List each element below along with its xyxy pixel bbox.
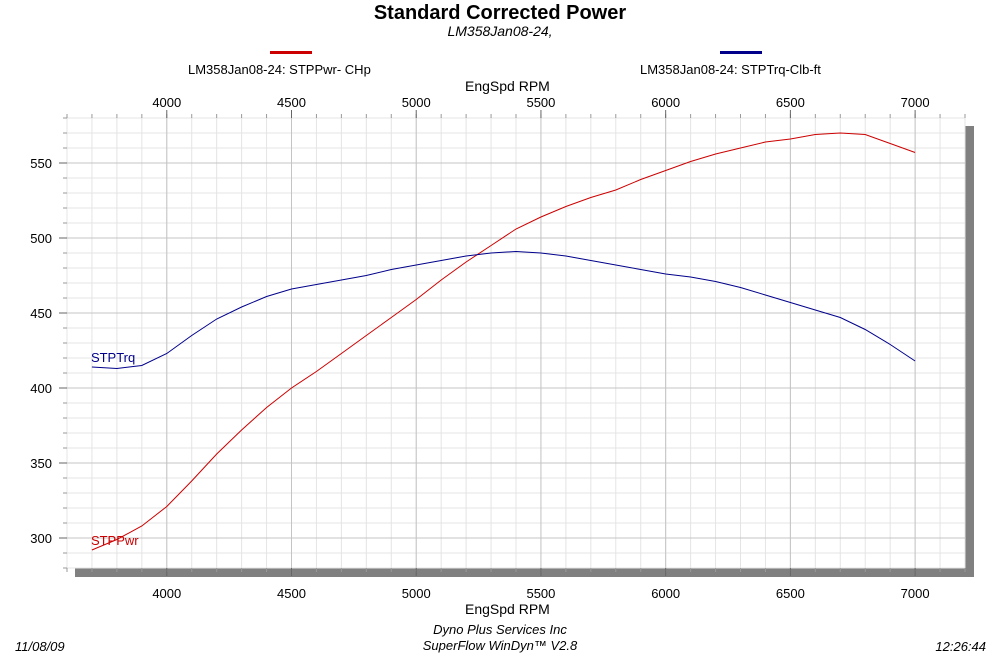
- series-labels: STPPwr STPTrq: [91, 350, 139, 548]
- x-tick-label-bottom: 6500: [776, 586, 805, 601]
- y-tick-label: 350: [30, 456, 52, 471]
- series-line-stptrq: [91, 250, 916, 370]
- x-tick-label-top: 4500: [277, 95, 306, 110]
- grid-major: [67, 118, 965, 568]
- legend-label-power: LM358Jan08-24: STPPwr- CHp: [188, 62, 371, 77]
- y-tick-label: 400: [30, 381, 52, 396]
- y-tick-label: 300: [30, 531, 52, 546]
- footer-software: SuperFlow WinDyn™ V2.8: [422, 638, 578, 653]
- x-tick-label-bottom: 6000: [651, 586, 680, 601]
- legend-swatch-power: [270, 51, 312, 54]
- chart-subtitle: LM358Jan08-24,: [447, 23, 553, 39]
- tick-labels: 4000 4000 4500 4500 5000 5000 5500 5500 6000 6000…: [30, 95, 929, 601]
- series-label-stptrq: STPTrq: [91, 350, 135, 365]
- y-tick-label: 500: [30, 231, 52, 246]
- y-tick-label: 550: [30, 156, 52, 171]
- x-axis-title-bottom: EngSpd RPM: [465, 601, 550, 617]
- plot-shadow-right: [965, 126, 974, 577]
- x-tick-label-top: 6500: [776, 95, 805, 110]
- x-tick-label-bottom: 5500: [526, 586, 555, 601]
- legend-swatch-torque: [720, 51, 762, 54]
- x-axis-title-top: EngSpd RPM: [465, 78, 550, 94]
- x-tick-label-top: 7000: [901, 95, 930, 110]
- footer-date: 11/08/09: [15, 639, 65, 654]
- series-lines: [91, 132, 916, 551]
- x-tick-label-bottom: 5000: [402, 586, 431, 601]
- y-tick-label: 450: [30, 306, 52, 321]
- x-tick-label-bottom: 4500: [277, 586, 306, 601]
- legend-label-torque: LM358Jan08-24: STPTrq-Clb-ft: [640, 62, 821, 77]
- footer-time: 12:26:44: [935, 639, 986, 654]
- series-line-stppwr: [91, 132, 916, 551]
- x-tick-label-bottom: 7000: [901, 586, 930, 601]
- x-tick-label-top: 6000: [651, 95, 680, 110]
- chart-title: Standard Corrected Power: [373, 2, 627, 24]
- x-tick-label-top: 5500: [526, 95, 555, 110]
- footer-company: Dyno Plus Services Inc: [433, 622, 567, 637]
- x-tick-label-bottom: 4000: [152, 586, 181, 601]
- x-tick-label-top: 5000: [402, 95, 431, 110]
- series-label-stppwr: STPPwr: [91, 533, 139, 548]
- x-tick-label-top: 4000: [152, 95, 181, 110]
- axis-ticks: [59, 110, 966, 576]
- plot-shadow-bottom: [75, 568, 974, 577]
